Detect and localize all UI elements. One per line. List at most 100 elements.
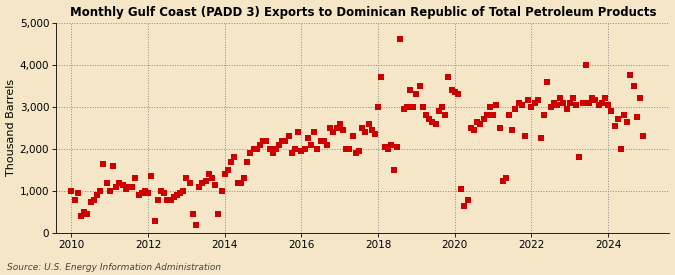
- Point: [555, 96, 566, 101]
- Point: [207, 176, 217, 181]
- Point: [331, 126, 342, 130]
- Point: [500, 176, 511, 181]
- Point: [216, 189, 227, 193]
- Point: [315, 138, 326, 143]
- Point: [596, 100, 607, 105]
- Point: [98, 161, 109, 166]
- Point: [181, 176, 192, 181]
- Point: [628, 84, 639, 88]
- Point: [446, 88, 457, 92]
- Point: [223, 168, 234, 172]
- Point: [440, 113, 451, 117]
- Point: [533, 98, 543, 103]
- Point: [66, 189, 77, 193]
- Point: [210, 183, 221, 187]
- Point: [414, 84, 425, 88]
- Point: [271, 147, 281, 151]
- Point: [609, 123, 620, 128]
- Point: [341, 147, 352, 151]
- Point: [354, 149, 364, 153]
- Point: [427, 119, 438, 124]
- Point: [456, 187, 466, 191]
- Point: [417, 104, 428, 109]
- Point: [319, 138, 329, 143]
- Point: [302, 136, 313, 141]
- Point: [373, 104, 383, 109]
- Point: [146, 174, 157, 178]
- Point: [395, 37, 406, 42]
- Point: [293, 130, 304, 134]
- Point: [277, 138, 288, 143]
- Point: [124, 185, 134, 189]
- Point: [561, 107, 572, 111]
- Point: [599, 96, 610, 101]
- Point: [153, 197, 163, 202]
- Point: [232, 180, 243, 185]
- Point: [114, 180, 125, 185]
- Point: [79, 210, 90, 214]
- Point: [411, 92, 422, 96]
- Point: [130, 176, 141, 181]
- Point: [485, 104, 495, 109]
- Point: [408, 104, 418, 109]
- Point: [105, 189, 115, 193]
- Point: [284, 134, 294, 139]
- Point: [88, 197, 99, 202]
- Point: [261, 138, 272, 143]
- Point: [590, 98, 601, 103]
- Y-axis label: Thousand Barrels: Thousand Barrels: [5, 79, 16, 177]
- Point: [168, 195, 179, 200]
- Point: [542, 79, 553, 84]
- Point: [494, 126, 505, 130]
- Point: [536, 136, 547, 141]
- Point: [392, 145, 403, 149]
- Point: [136, 191, 147, 196]
- Point: [462, 197, 473, 202]
- Point: [616, 147, 626, 151]
- Point: [85, 199, 96, 204]
- Point: [347, 134, 358, 139]
- Point: [510, 107, 521, 111]
- Point: [558, 100, 569, 105]
- Point: [577, 100, 588, 105]
- Point: [251, 147, 262, 151]
- Point: [299, 147, 310, 151]
- Point: [70, 197, 80, 202]
- Point: [197, 180, 208, 185]
- Point: [452, 92, 463, 96]
- Text: Source: U.S. Energy Information Administration: Source: U.S. Energy Information Administ…: [7, 263, 221, 272]
- Point: [101, 180, 112, 185]
- Point: [140, 189, 151, 193]
- Point: [322, 142, 333, 147]
- Point: [133, 193, 144, 197]
- Point: [264, 147, 275, 151]
- Point: [229, 155, 240, 160]
- Point: [213, 212, 224, 216]
- Point: [402, 104, 412, 109]
- Point: [194, 185, 205, 189]
- Point: [328, 130, 339, 134]
- Point: [497, 178, 508, 183]
- Point: [574, 155, 585, 160]
- Point: [350, 151, 361, 155]
- Point: [398, 107, 409, 111]
- Point: [274, 142, 285, 147]
- Point: [258, 138, 269, 143]
- Point: [593, 103, 604, 107]
- Point: [175, 191, 186, 196]
- Point: [120, 187, 131, 191]
- Point: [430, 122, 441, 126]
- Point: [72, 191, 83, 196]
- Point: [437, 104, 448, 109]
- Point: [162, 197, 173, 202]
- Point: [82, 212, 93, 216]
- Point: [612, 117, 623, 122]
- Point: [171, 193, 182, 197]
- Point: [296, 149, 307, 153]
- Point: [488, 113, 499, 117]
- Point: [472, 119, 483, 124]
- Point: [507, 128, 518, 132]
- Point: [76, 213, 86, 218]
- Point: [334, 122, 345, 126]
- Point: [389, 168, 400, 172]
